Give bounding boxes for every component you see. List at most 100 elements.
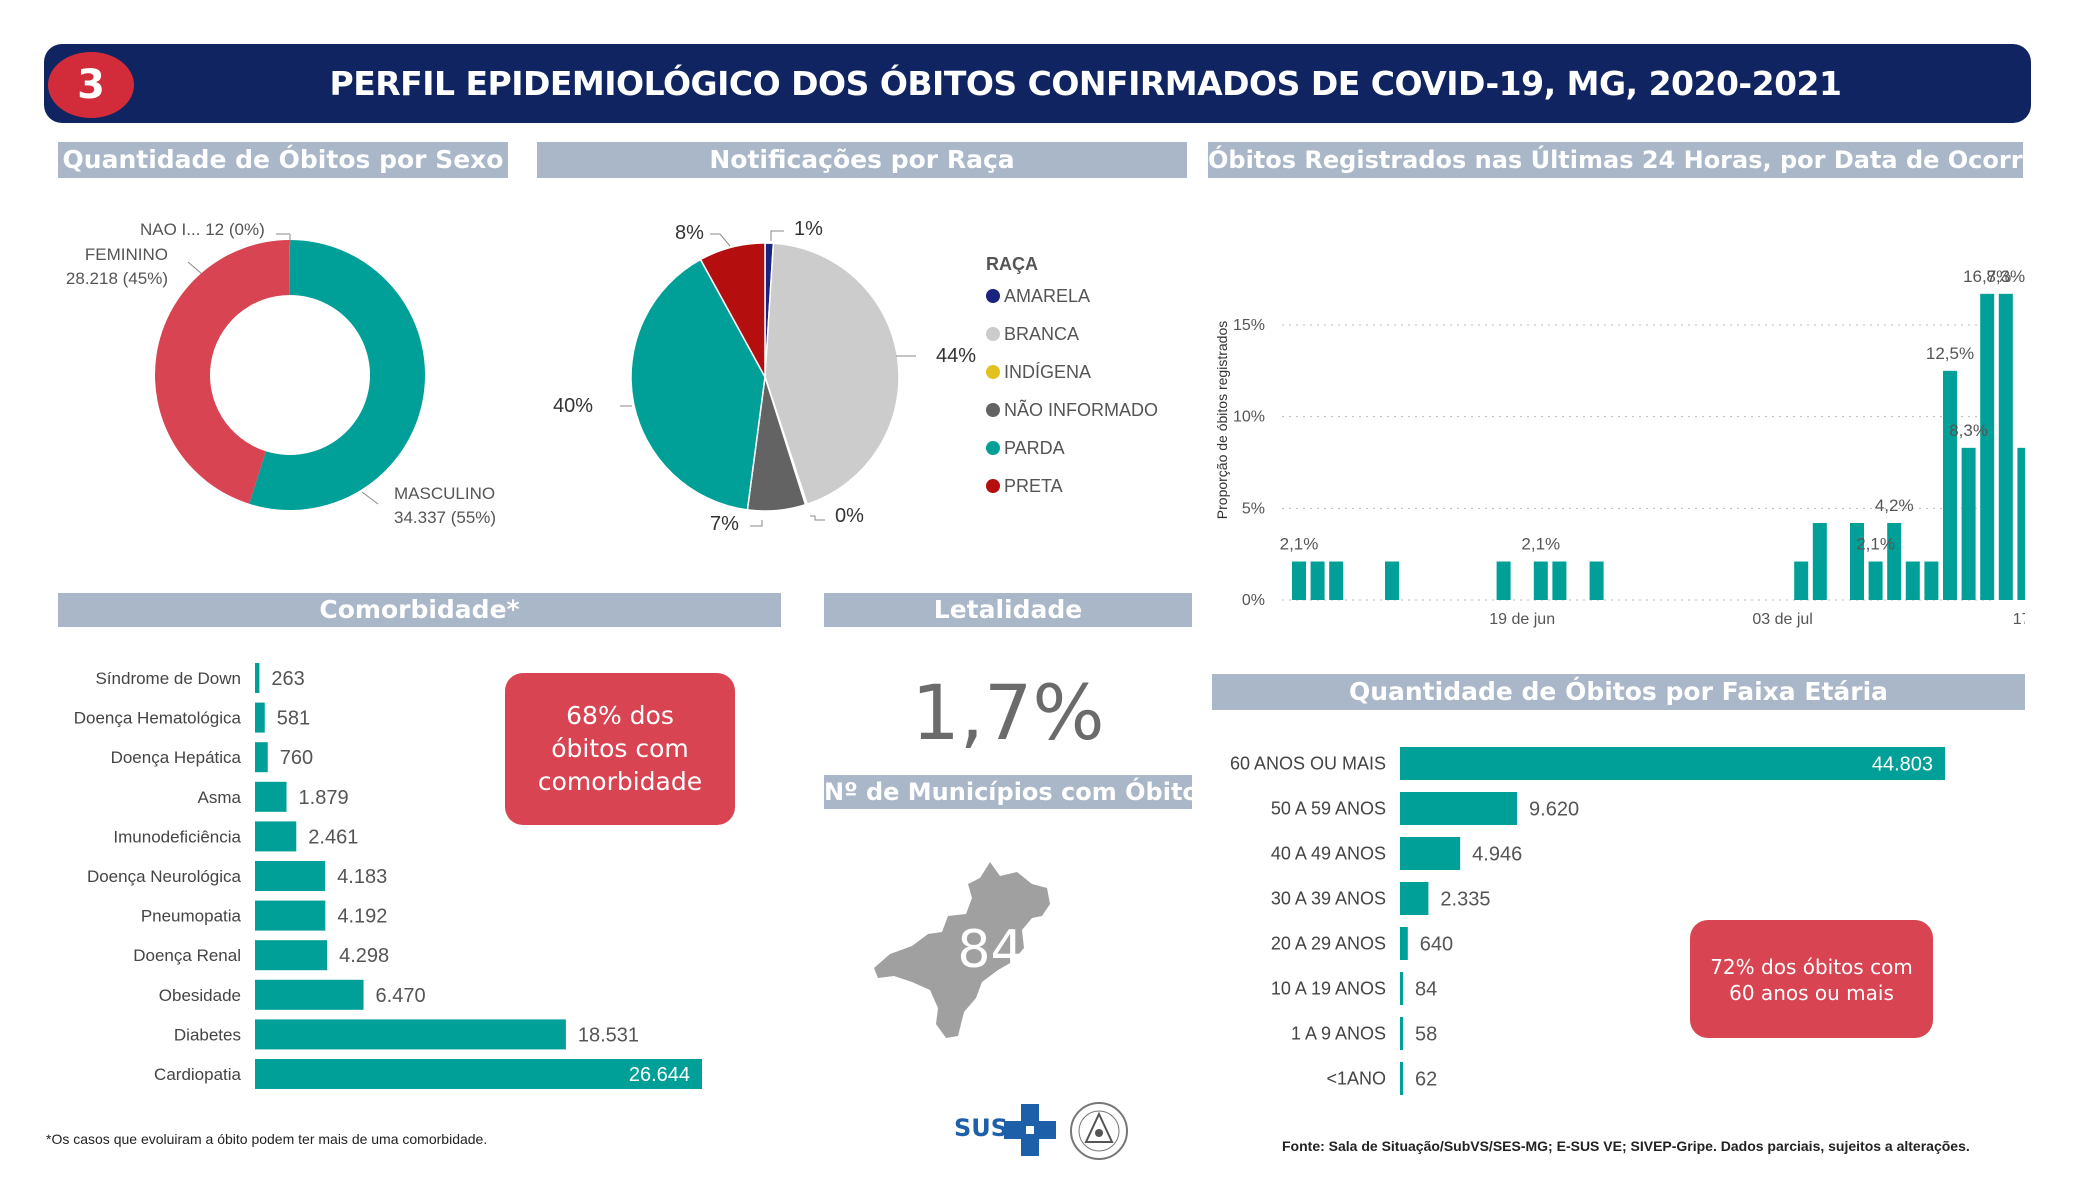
legend-dot-icon — [986, 365, 1000, 379]
ultimas24-bar — [1329, 561, 1344, 600]
section-title-municipios: Nº de Municípios com Óbitos — [824, 775, 1192, 809]
category-label: 40 A 49 ANOS — [1271, 844, 1386, 864]
ultimas24-bar — [1868, 561, 1883, 600]
value-label: 4.298 — [339, 945, 389, 967]
ultimas24-bar — [1980, 293, 1995, 600]
sus-logo: SUS — [954, 1104, 1056, 1156]
raca-slice-4 — [630, 258, 766, 511]
raca-legend-item: PARDA — [986, 438, 1065, 459]
legend-dot-icon — [986, 479, 1000, 493]
category-label: Síndrome de Down — [95, 669, 241, 688]
category-label: Cardiopatia — [154, 1065, 241, 1084]
ultimas24-bar — [1850, 523, 1864, 600]
raca-slice-1 — [764, 242, 900, 506]
ultimas24-bar — [1905, 561, 1920, 600]
category-label: Doença Renal — [133, 946, 241, 965]
legend-dot-icon — [986, 403, 1000, 417]
bar — [1400, 972, 1403, 1005]
value-label: 18.531 — [578, 1024, 639, 1046]
raca-legend-item: AMARELA — [986, 286, 1090, 307]
faixa-bar-chart: 60 ANOS OU MAIS 44.803 50 A 59 ANOS 9.620 40… — [1230, 747, 1945, 1095]
bar — [255, 900, 326, 931]
raca-label-amarela: 1% — [794, 218, 823, 240]
ultimas24-bar — [1812, 523, 1827, 600]
value-label: 1.879 — [299, 787, 349, 809]
category-label: Doença Neurológica — [87, 867, 242, 886]
value-label: 2.335 — [1440, 889, 1490, 911]
raca-label-branca: 44% — [936, 345, 977, 367]
category-label: 10 A 19 ANOS — [1271, 979, 1386, 999]
raca-label-nao-informado: 7% — [710, 513, 739, 535]
category-label: 60 ANOS OU MAIS — [1230, 754, 1386, 774]
value-label: 2.461 — [308, 826, 358, 848]
sexo-slice-feminino — [155, 240, 290, 504]
ultimas24-bar — [2017, 447, 2025, 600]
ultimas24-bar — [1961, 447, 1976, 600]
category-label: Obesidade — [159, 986, 241, 1005]
category-label: 50 A 59 ANOS — [1271, 799, 1386, 819]
raca-label-parda: 40% — [553, 395, 594, 417]
ultimas24-bar — [1292, 561, 1306, 600]
value-label: 62 — [1415, 1069, 1437, 1091]
legend-dot-icon — [986, 441, 1000, 455]
section-number-badge: 3 — [48, 52, 134, 118]
section-title-letalidade: Letalidade — [824, 593, 1192, 627]
y-tick-label: 5% — [1242, 500, 1265, 517]
y-tick-label: 15% — [1233, 317, 1265, 334]
ultimas24-bar — [1385, 561, 1399, 600]
minas-gerais-map-icon — [874, 862, 1050, 1038]
category-label: <1ANO — [1326, 1069, 1386, 1089]
raca-legend-item: BRANCA — [986, 324, 1079, 345]
ultimas24-bar — [1943, 370, 1957, 600]
section-title-comorbidade: Comorbidade* — [58, 593, 781, 627]
category-label: 30 A 39 ANOS — [1271, 889, 1386, 909]
y-tick-label: 10% — [1233, 409, 1265, 426]
sexo-label-feminino: FEMININO 28.218 (45%) — [65, 245, 168, 288]
ultimas24-bar — [1496, 561, 1511, 600]
ultimas24-bar — [1552, 561, 1567, 600]
section-title-sexo: Quantidade de Óbitos por Sexo — [58, 142, 508, 178]
value-label: 760 — [280, 747, 313, 769]
bar — [255, 1019, 566, 1050]
category-label: Imunodeficiência — [113, 827, 241, 846]
raca-pie-chart — [620, 230, 916, 527]
bar — [255, 781, 287, 812]
raca-label-preta: 8% — [675, 222, 704, 244]
ultimas24-data-label: 16,7% — [1963, 267, 2011, 286]
ultimas24-data-label: 2,1% — [1856, 535, 1895, 554]
bar — [1400, 1062, 1403, 1095]
value-label: 581 — [277, 708, 310, 730]
value-label: 58 — [1415, 1024, 1437, 1046]
sexo-label-masculino: MASCULINO 34.337 (55%) — [394, 484, 497, 527]
raca-label-indigena: 0% — [835, 505, 864, 527]
ultimas24-bar — [1589, 561, 1604, 600]
category-label: Doença Hematológica — [74, 709, 242, 728]
bar — [255, 742, 268, 773]
faixa-callout: 72% dos óbitos com 60 anos ou mais — [1690, 920, 1933, 1038]
ultimas24-ylabel: Proporção de óbitos registrados — [1214, 321, 1230, 519]
ultimas24-data-label: 8,3% — [1949, 421, 1988, 440]
bar — [255, 940, 328, 971]
sexo-slice-masculino — [249, 240, 425, 510]
bar — [255, 821, 297, 852]
ultimas24-bar — [1533, 561, 1548, 600]
bar — [255, 861, 326, 891]
sexo-donut-chart — [155, 233, 425, 510]
bar — [255, 663, 260, 693]
comorbidade-bar-chart: Síndrome de Down 263 Doença Hematológica 58… — [74, 663, 702, 1089]
legend-dot-icon — [986, 289, 1000, 303]
value-label: 6.470 — [376, 985, 426, 1007]
ultimas24-bar — [1998, 293, 2013, 600]
bar — [255, 979, 364, 1010]
category-label: Pneumopatia — [141, 907, 242, 926]
bar — [1400, 837, 1461, 870]
value-label: 263 — [271, 668, 304, 690]
raca-legend-item: PRETA — [986, 476, 1063, 497]
sus-cross-icon — [1004, 1104, 1056, 1156]
raca-slice-5 — [699, 242, 766, 378]
ultimas24-data-label: 12,5% — [1926, 344, 1974, 363]
bar — [1400, 927, 1408, 960]
ultimas24-bar — [1924, 561, 1939, 600]
value-label: 4.183 — [337, 866, 387, 888]
ultimas24-data-label: 2,1% — [1521, 535, 1560, 554]
